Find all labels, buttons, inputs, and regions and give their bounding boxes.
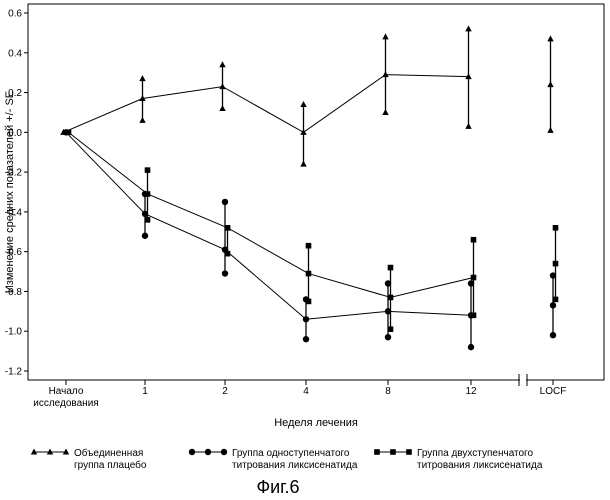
x-tick-label: 1 — [142, 386, 148, 397]
error-bar-cap — [550, 332, 556, 338]
legend-marker — [406, 449, 412, 455]
x-tick-label: LOCF — [540, 386, 567, 397]
error-bar-cap — [306, 299, 312, 305]
series-line — [64, 75, 469, 133]
data-point — [550, 302, 556, 308]
error-bar-cap — [547, 127, 553, 133]
data-point — [471, 275, 477, 281]
error-bar-cap — [145, 217, 151, 223]
plot-frame — [28, 4, 604, 380]
error-bar-cap — [300, 101, 306, 107]
data-point — [306, 271, 312, 277]
error-bar-cap — [471, 313, 477, 319]
legend-marker — [189, 449, 195, 455]
error-bar-cap — [465, 25, 471, 31]
error-bar-cap — [303, 336, 309, 342]
x-tick-label: Начало — [49, 386, 84, 397]
error-bar-cap — [465, 123, 471, 129]
data-point — [145, 191, 151, 197]
x-tick-label: 12 — [465, 386, 477, 397]
data-point — [225, 225, 231, 231]
error-bar-cap — [553, 225, 559, 231]
legend-label: Объединенная — [74, 447, 143, 459]
data-point — [66, 130, 72, 136]
error-bar-cap — [382, 33, 388, 39]
legend-entry: Группа одноступенчатоготитрования ликсис… — [189, 448, 358, 471]
error-bar-cap — [553, 297, 559, 303]
error-bar-cap — [222, 270, 228, 276]
y-tick-label: 0.4 — [8, 48, 22, 59]
error-bar-cap — [219, 61, 225, 67]
y-axis-label: Изменение средних показателей +/- SE — [4, 91, 16, 293]
figure-caption: Фиг.6 — [256, 477, 299, 497]
error-bar-cap — [145, 167, 151, 173]
y-tick-label: 0.6 — [8, 9, 22, 20]
legend-label: Группа одноступенчатого — [232, 448, 350, 459]
chart-legend: Объединеннаягруппа плацебо Группа односту… — [31, 447, 543, 471]
series-line — [69, 132, 474, 297]
x-tick-label: 2 — [222, 386, 228, 397]
legend-marker — [205, 449, 211, 455]
error-bar-cap — [225, 251, 231, 257]
data-point — [219, 83, 225, 89]
legend-label: титрования ликсисенатида — [232, 460, 358, 471]
error-bar-cap — [385, 334, 391, 340]
legend-entry: Объединеннаягруппа плацебо — [31, 447, 147, 471]
error-bar-cap — [471, 237, 477, 243]
series-line — [66, 132, 471, 319]
error-bar-cap — [382, 109, 388, 115]
x-tick-label: исследования — [33, 398, 98, 409]
x-axis-label: Неделя лечения — [274, 417, 358, 429]
error-bar-cap — [388, 265, 394, 271]
error-bar-cap — [388, 326, 394, 332]
data-point — [547, 81, 553, 87]
series-1 — [60, 25, 553, 166]
data-point — [553, 261, 559, 267]
series-2 — [63, 129, 556, 350]
error-bar-cap — [142, 233, 148, 239]
legend-label: Группа двухступенчатого — [417, 448, 533, 459]
data-point — [303, 316, 309, 322]
axis-break-gap — [520, 374, 526, 386]
legend-marker — [374, 449, 380, 455]
error-bar-cap — [139, 75, 145, 81]
x-tick-label: 4 — [303, 386, 309, 397]
data-point — [300, 129, 306, 135]
data-point — [388, 295, 394, 301]
legend-label: группа плацебо — [74, 459, 147, 471]
data-point — [382, 71, 388, 77]
legend-marker — [390, 449, 396, 455]
y-tick-label: -1.2 — [5, 367, 23, 378]
legend-label: титрования ликсисенатида — [417, 460, 543, 471]
error-bar-cap — [219, 105, 225, 111]
error-bar-cap — [300, 161, 306, 167]
x-tick-label: 8 — [385, 386, 391, 397]
error-bar-cap — [468, 344, 474, 350]
error-bar-cap — [222, 199, 228, 205]
series-3 — [66, 130, 559, 332]
plot-area: 0.60.40.20.0-0.2-0.4-0.6-0.8-1.0-1.2Нача… — [4, 4, 604, 429]
legend-entry: Группа двухступенчатоготитрования ликсис… — [374, 448, 543, 471]
legend-marker — [221, 449, 227, 455]
error-bar-cap — [139, 117, 145, 123]
error-bar-cap — [306, 243, 312, 249]
y-tick-label: -1.0 — [5, 327, 23, 338]
error-bar-cap — [547, 35, 553, 41]
